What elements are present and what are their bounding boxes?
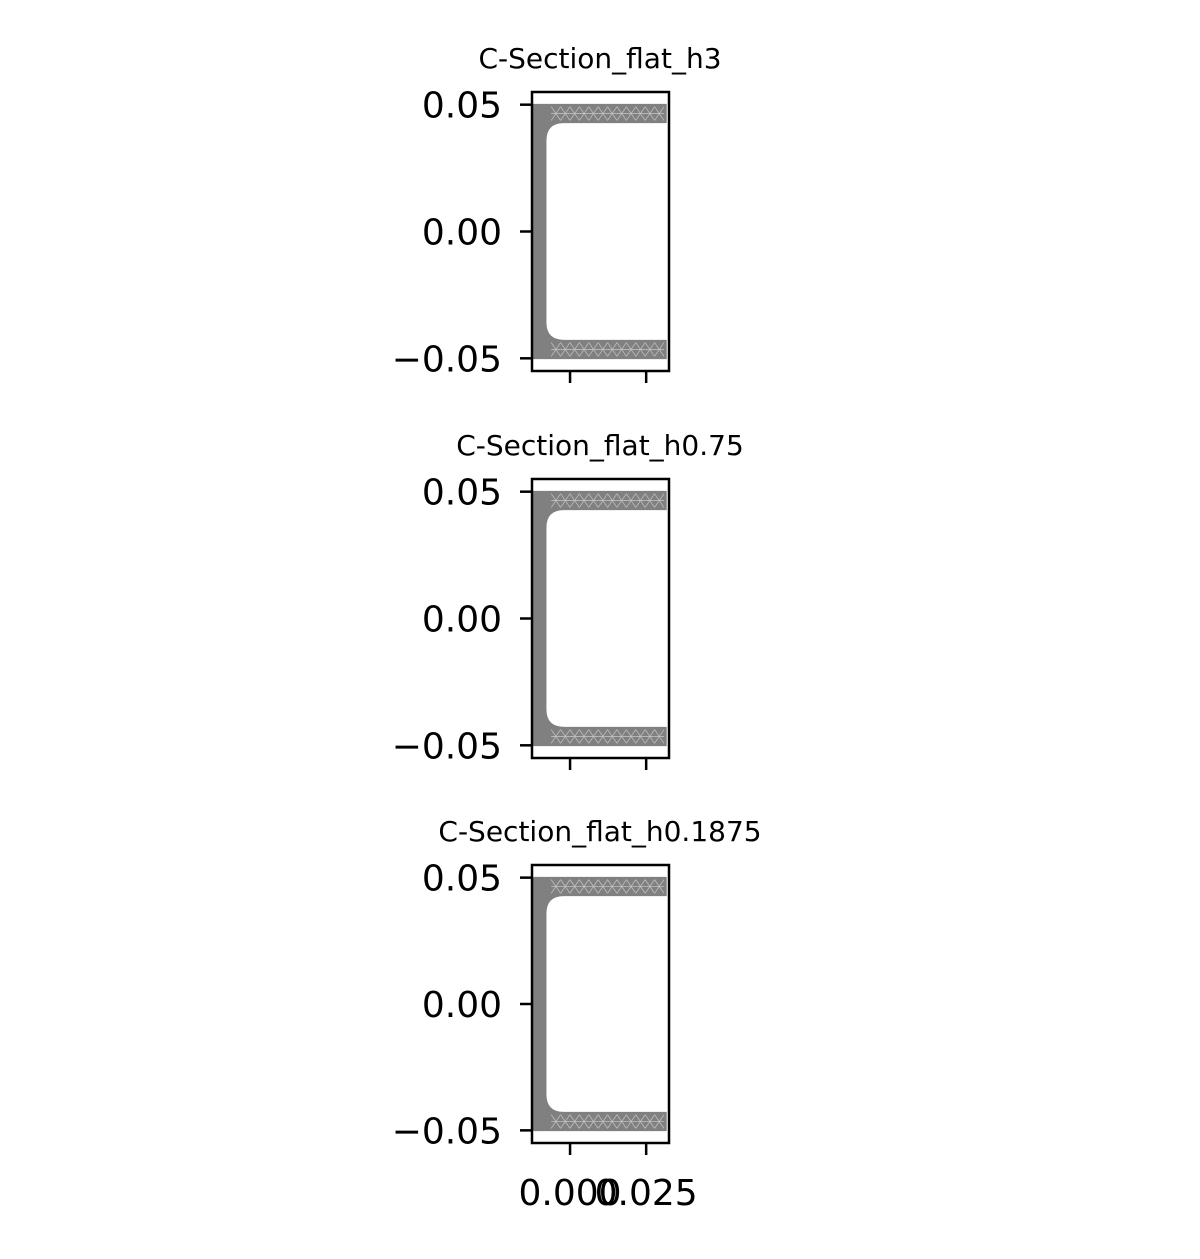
y-tick-label: 0.00 [422,213,502,254]
y-tick-label: −0.05 [392,339,502,380]
subplot-title: C-Section_flat_h0.1875 [438,815,761,848]
y-tick-label: −0.05 [392,726,502,767]
mesh-outline [532,490,667,747]
subplot-3: C-Section_flat_h0.1875 0.05 0.00 −0.05 0.000… [392,815,762,1214]
subplot-title: C-Section_flat_h0.75 [456,429,744,462]
y-tick-label: 0.05 [422,859,502,900]
mesh-triangles [550,493,665,744]
y-tick-label: 0.00 [422,985,502,1026]
subplot-2: C-Section_flat_h0.75 0.05 0.00 −0.05 [392,429,744,770]
mesh-triangles [550,879,665,1129]
mesh-outline [532,103,667,360]
subplot-1: C-Section_flat_h3 0.05 0.00 −0.05 [392,42,722,383]
y-tick-label: 0.00 [422,600,502,641]
mesh-outline [532,876,667,1132]
x-tick-label: 0.025 [595,1173,698,1214]
subplot-title: C-Section_flat_h3 [478,42,721,75]
y-tick-label: −0.05 [392,1111,502,1152]
y-tick-label: 0.05 [422,86,502,127]
x-tick-label: 0.000 [519,1173,622,1214]
y-tick-label: 0.05 [422,473,502,514]
mesh-triangles [550,106,665,357]
